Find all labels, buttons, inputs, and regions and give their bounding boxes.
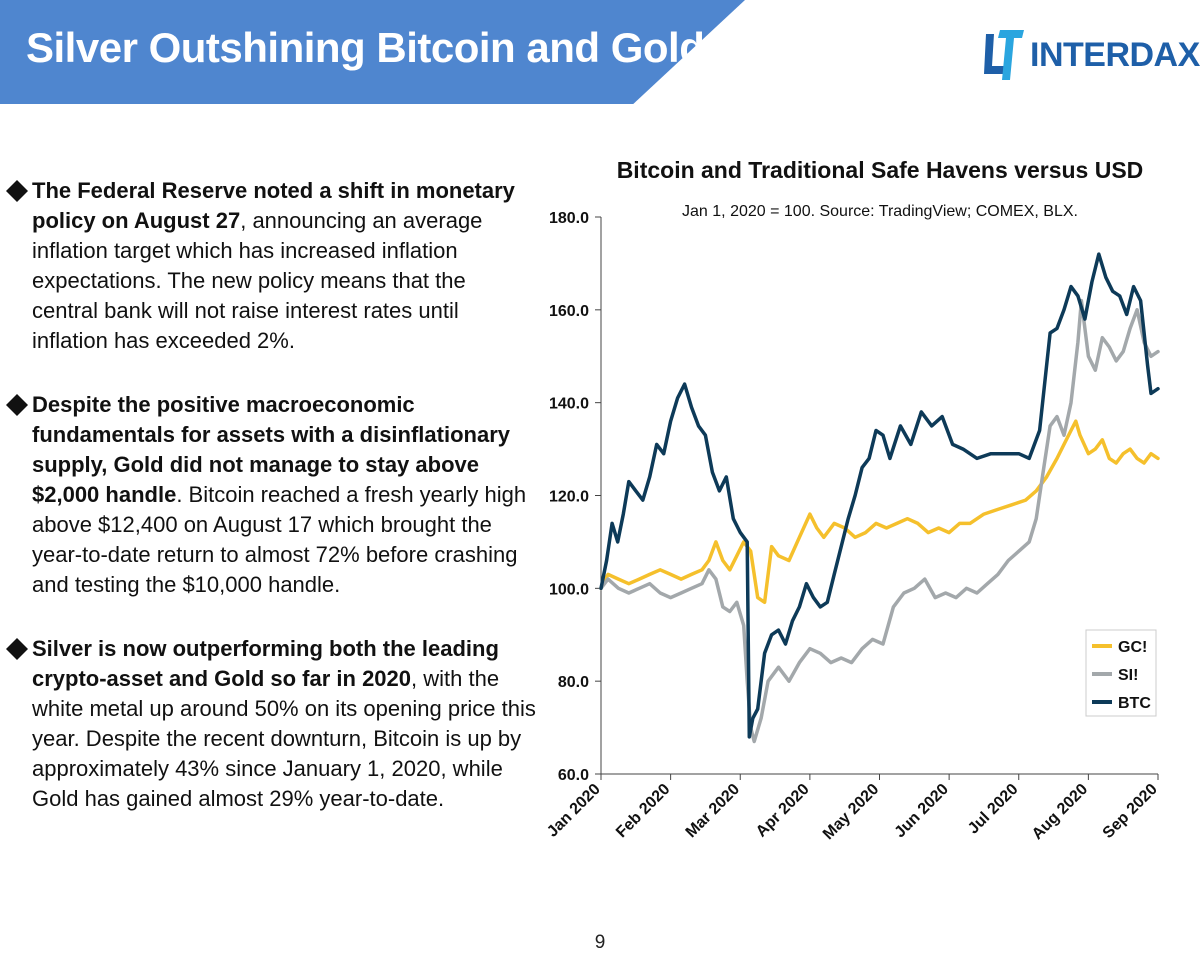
y-tick-label: 120.0 xyxy=(549,489,589,506)
x-tick-label: Jun 2020 xyxy=(892,781,953,842)
bullet-text: , with the white metal up around 50% on … xyxy=(32,666,536,811)
x-tick-label: Aug 2020 xyxy=(1029,781,1091,843)
series-group xyxy=(599,252,1160,744)
x-tick-label: May 2020 xyxy=(820,781,882,843)
y-tick-label: 60.0 xyxy=(558,767,589,784)
diamond-bullet-icon xyxy=(6,638,28,660)
x-tick-label: Mar 2020 xyxy=(683,781,744,842)
x-axis: Jan 2020 Feb 2020 Mar 2020 Apr 2020 May 2020… xyxy=(544,773,1161,843)
y-tick-label: 100.0 xyxy=(549,581,589,598)
y-tick-label: 80.0 xyxy=(558,674,589,691)
header-banner xyxy=(0,0,745,104)
x-tick-label: Jan 2020 xyxy=(544,781,604,841)
chart-title: Bitcoin and Traditional Safe Havens vers… xyxy=(617,157,1144,183)
bullet-text: , announcing an average inflation target… xyxy=(32,208,483,353)
line-chart: Bitcoin and Traditional Safe Havens vers… xyxy=(530,140,1200,910)
y-tick-label: 140.0 xyxy=(549,396,589,413)
interdax-logo-icon xyxy=(984,30,1024,80)
bullet-bold-text: Silver is now outperforming both the lea… xyxy=(32,636,499,691)
series-line-si xyxy=(599,298,1160,744)
chart-legend: GC! SI! BTC xyxy=(1085,629,1157,717)
y-tick-label: 160.0 xyxy=(549,303,589,320)
bullet-bold-text: The Federal Reserve noted a shift in mon… xyxy=(32,178,515,233)
page-number: 9 xyxy=(594,932,606,953)
legend-label-btc: BTC xyxy=(1118,695,1151,712)
interdax-logo[interactable]: INTERDAX xyxy=(982,22,1200,82)
legend-label-si: SI! xyxy=(1118,667,1138,684)
diamond-bullet-icon xyxy=(6,394,28,416)
bullet-bold-text: Despite the positive macroeconomic funda… xyxy=(32,392,510,507)
bullet-text: . Bitcoin reached a fresh yearly high ab… xyxy=(32,482,527,597)
bullet-item-gold-bitcoin: Despite the positive macroeconomic funda… xyxy=(6,390,536,600)
diamond-bullet-icon xyxy=(6,180,28,202)
y-tick-label: 180.0 xyxy=(549,210,589,227)
page-title: Silver Outshining Bitcoin and Gold xyxy=(26,24,705,71)
chart-subtitle: Jan 1, 2020 = 100. Source: TradingView; … xyxy=(682,203,1078,220)
x-tick-label: Apr 2020 xyxy=(753,781,813,841)
bullet-item-fed-policy: The Federal Reserve noted a shift in mon… xyxy=(6,176,536,356)
series-line-btc xyxy=(599,252,1160,739)
y-axis: 60.0 80.0 100.0 120.0 140.0 160.0 180.0 xyxy=(549,210,602,784)
x-tick-label: Feb 2020 xyxy=(613,781,674,842)
bullet-item-silver: Silver is now outperforming both the lea… xyxy=(6,634,536,814)
logo-wordmark: INTERDAX xyxy=(1030,36,1200,74)
chart-svg: Bitcoin and Traditional Safe Havens vers… xyxy=(544,157,1161,843)
x-tick-label: Sep 2020 xyxy=(1100,781,1161,842)
legend-label-gc: GC! xyxy=(1118,639,1147,656)
series-line-gc xyxy=(599,419,1160,605)
x-tick-label: Jul 2020 xyxy=(965,781,1022,838)
bullet-list: The Federal Reserve noted a shift in mon… xyxy=(6,176,536,848)
